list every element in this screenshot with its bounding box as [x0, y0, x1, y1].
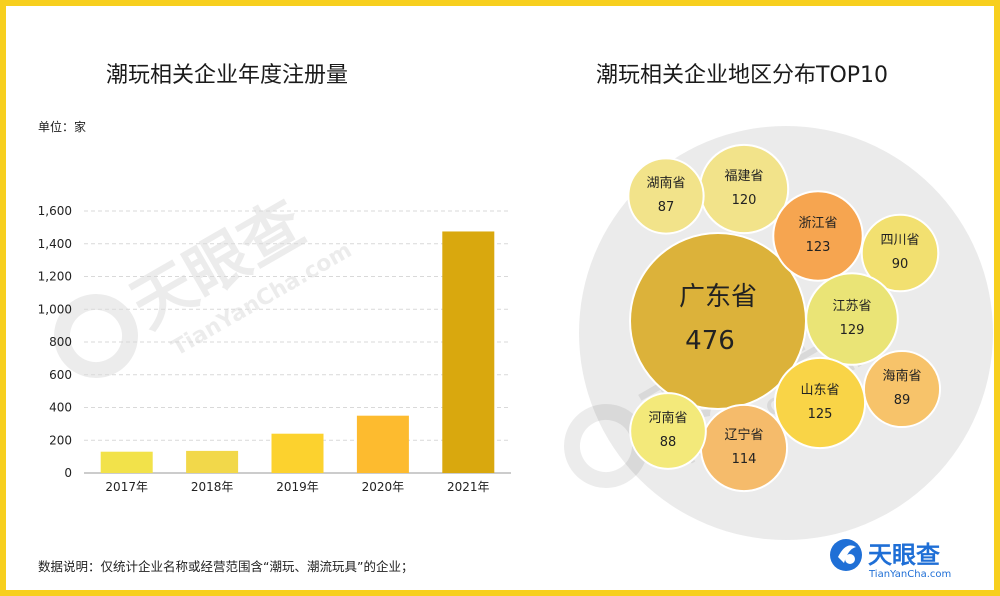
logo-icon: [830, 539, 862, 571]
bubble-4: [860, 213, 940, 293]
y-tick-label: 200: [49, 433, 72, 447]
x-tick-label: 2017年: [105, 480, 148, 494]
bubble-value: 87: [658, 200, 675, 215]
bubble-3: [772, 190, 864, 282]
bubble-label: 辽宁省: [724, 427, 763, 443]
watermark-left: 天眼查 TianYanCha.com: [54, 186, 356, 378]
bubble-label: 福建省: [724, 169, 763, 184]
bubble-label: 广东省: [679, 282, 757, 312]
bubble-2: [627, 157, 705, 235]
x-tick-label: 2020年: [362, 480, 405, 494]
bubble-label: 湖南省: [646, 175, 685, 191]
bubble-label: 浙江省: [798, 216, 837, 231]
bubble-label: 江苏省: [832, 298, 871, 314]
bubble-label: 山东省: [800, 383, 839, 398]
bubble-7: [773, 356, 867, 450]
chart-canvas: 天眼查 TianYanCha.com 天眼查 TianYanCha.com 02…: [38, 126, 993, 540]
y-tick-label: 1,200: [38, 270, 72, 284]
y-tick-label: 0: [64, 466, 72, 480]
bar-chart: 0 200 400 600 800 1,000 1,200 1,400 1,600 2017年 20…: [38, 204, 511, 494]
bar-1: [186, 450, 239, 473]
bubble-9: [629, 392, 707, 470]
x-tick-label: 2019年: [276, 480, 319, 494]
bar-0: [100, 451, 153, 473]
tianyancha-logo: 天眼查 TianYanCha.com: [830, 539, 951, 580]
bubble-value: 129: [840, 323, 865, 338]
bubble-label: 海南省: [882, 368, 921, 384]
bubble-label: 河南省: [648, 410, 687, 426]
footnote: 数据说明：仅统计企业名称或经营范围含“潮玩、潮流玩具”的企业；: [38, 559, 414, 574]
y-tick-label: 1,400: [38, 237, 72, 251]
bubble-value: 120: [732, 193, 757, 208]
bubble-value: 123: [806, 240, 831, 255]
y-tick-label: 800: [49, 335, 72, 349]
bar-2: [271, 433, 324, 473]
bubble-value: 125: [808, 407, 833, 422]
logo-brand-cn: 天眼查: [868, 541, 940, 569]
y-tick-label: 1,600: [38, 204, 72, 218]
bubble-6: [862, 349, 942, 429]
bubble-value: 476: [685, 326, 735, 356]
bubble-8: [699, 403, 789, 493]
logo-brand-en: TianYanCha.com: [868, 569, 951, 580]
bar-4: [442, 231, 495, 473]
bubble-value: 90: [892, 257, 909, 272]
bubble-value: 114: [732, 452, 757, 467]
bar-3: [356, 415, 409, 473]
x-tick-label: 2021年: [447, 480, 490, 494]
bubble-value: 88: [660, 435, 677, 450]
unit-label: 单位：家: [38, 120, 87, 134]
y-tick-label: 1,000: [38, 302, 72, 316]
y-tick-label: 600: [49, 368, 72, 382]
bubble-value: 89: [894, 393, 911, 408]
bubble-chart-title: 潮玩相关企业地区分布TOP10: [596, 63, 889, 88]
bubble-label: 四川省: [880, 233, 919, 248]
bubble-5: [805, 272, 899, 366]
y-tick-label: 400: [49, 401, 72, 415]
bar-chart-title: 潮玩相关企业年度注册量: [106, 63, 349, 88]
bubble-1: [698, 143, 790, 235]
bubble-chart: 广东省 476 福建省 120 湖南省 87 浙江省 123 四川省 90 江苏省 129 海南省 89 山…: [627, 143, 942, 493]
x-tick-label: 2018年: [191, 480, 234, 494]
